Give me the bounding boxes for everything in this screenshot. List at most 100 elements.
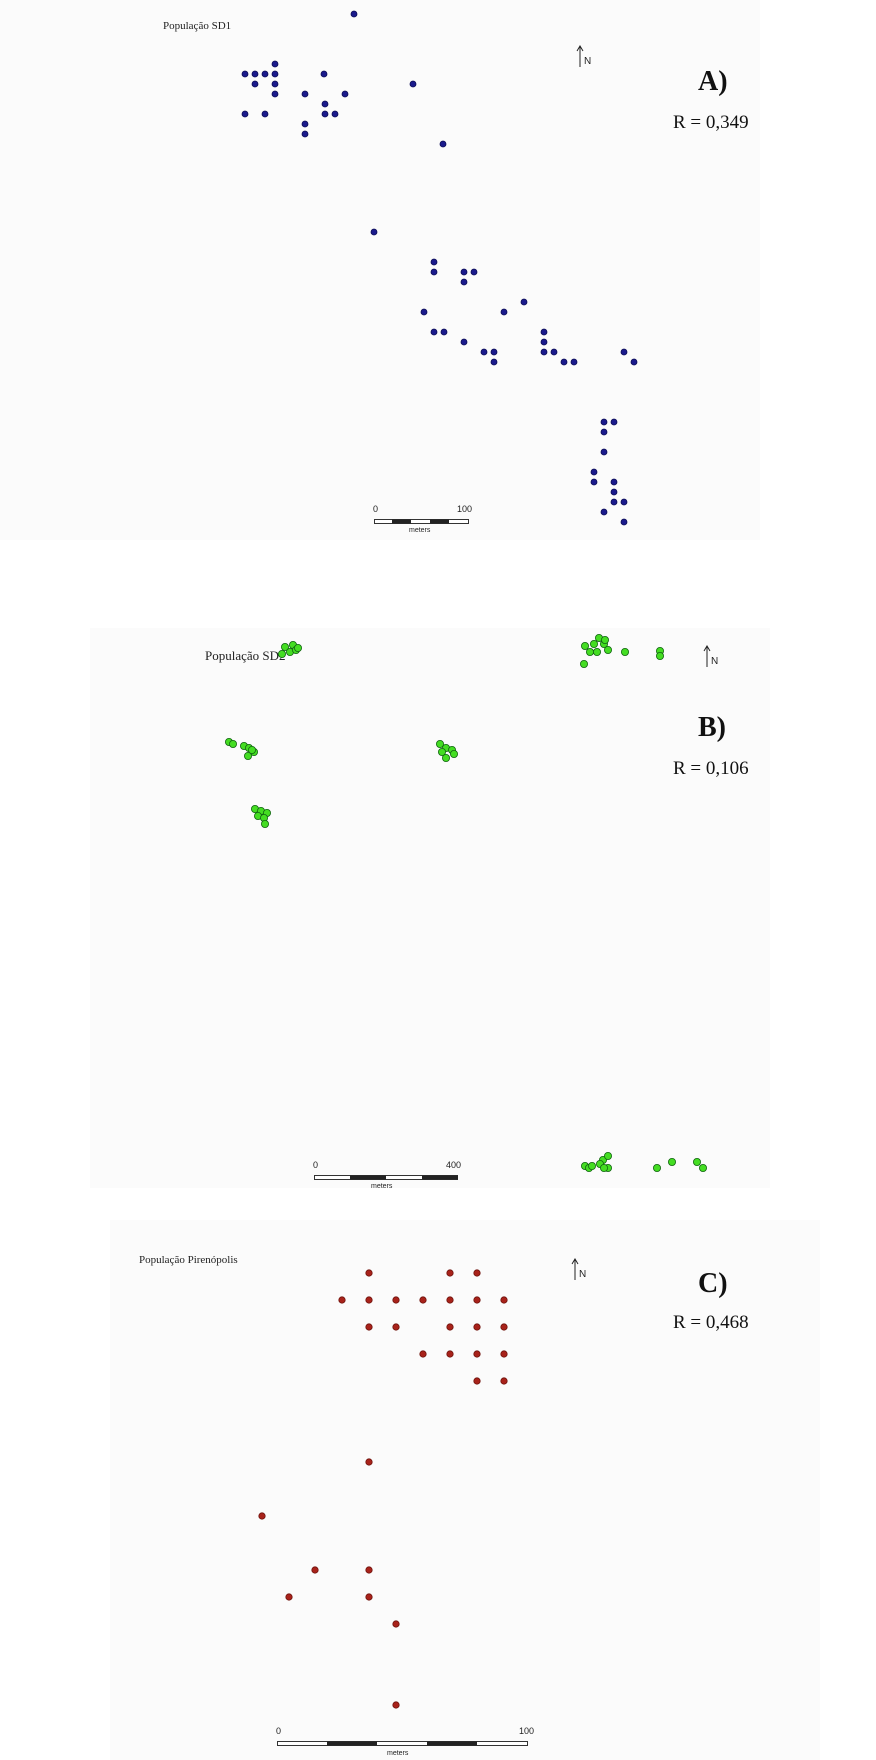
map-point — [320, 70, 328, 78]
scale-bar-graphic — [277, 1741, 528, 1746]
panel-b-north-arrow: N — [703, 645, 723, 673]
map-point — [247, 745, 256, 754]
map-point — [570, 358, 578, 366]
map-point — [228, 739, 237, 748]
panel-c-letter: C) — [698, 1268, 728, 1299]
map-point — [500, 1377, 508, 1385]
panel-a-background — [0, 0, 760, 540]
panel-c-north-label: N — [579, 1269, 587, 1280]
panel-c: População Pirenópolis N C) R = 0,468 0 1… — [0, 1220, 876, 1760]
map-point — [500, 1350, 508, 1358]
map-point — [392, 1296, 400, 1304]
map-point — [301, 90, 309, 98]
map-point — [480, 348, 488, 356]
map-point — [251, 80, 259, 88]
map-point — [656, 652, 665, 661]
map-point — [590, 478, 598, 486]
map-point — [620, 498, 628, 506]
panel-a-r-value: R = 0,349 — [673, 112, 749, 133]
map-point — [260, 819, 269, 828]
map-point — [473, 1323, 481, 1331]
panel-c-background — [110, 1220, 820, 1760]
map-point — [261, 70, 269, 78]
map-point — [500, 1323, 508, 1331]
scale-bar-graphic — [374, 519, 469, 524]
map-point — [321, 100, 329, 108]
map-point — [331, 110, 339, 118]
panel-a-scale-bar: 0 100 meters — [372, 502, 472, 538]
map-point — [600, 418, 608, 426]
map-point — [620, 348, 628, 356]
map-point — [600, 1164, 609, 1173]
panel-a-north-arrow: N — [576, 45, 596, 73]
map-point — [350, 10, 358, 18]
panel-b: População SD2 N B) R = 0,106 0 400 meter… — [0, 600, 876, 1200]
map-point — [439, 140, 447, 148]
map-point — [600, 428, 608, 436]
map-point — [365, 1458, 373, 1466]
map-point — [258, 1512, 266, 1520]
map-point — [580, 660, 589, 669]
map-point — [540, 338, 548, 346]
map-point — [449, 749, 458, 758]
map-point — [311, 1566, 319, 1574]
map-point — [604, 646, 613, 655]
map-point — [419, 1296, 427, 1304]
panel-a-scale-min: 0 — [373, 504, 379, 514]
map-point — [473, 1350, 481, 1358]
map-point — [540, 328, 548, 336]
map-point — [500, 1296, 508, 1304]
map-point — [446, 1296, 454, 1304]
panel-b-letter: B) — [698, 712, 726, 743]
map-point — [243, 751, 252, 760]
map-point — [419, 1350, 427, 1358]
map-point — [271, 70, 279, 78]
panel-b-r-value: R = 0,106 — [673, 758, 749, 779]
map-point — [590, 640, 599, 649]
map-point — [271, 90, 279, 98]
map-point — [440, 328, 448, 336]
panel-b-points-layer — [224, 634, 708, 1173]
map-point — [460, 278, 468, 286]
panel-c-r-value: R = 0,468 — [673, 1312, 749, 1333]
map-point — [301, 130, 309, 138]
map-point — [392, 1323, 400, 1331]
map-point — [365, 1593, 373, 1601]
north-arrow-icon — [703, 645, 711, 667]
panel-a: População SD1 N A) R = 0,349 0 100 meter… — [0, 0, 876, 540]
map-point — [435, 739, 444, 748]
map-point — [365, 1566, 373, 1574]
map-point — [600, 448, 608, 456]
map-point — [604, 1152, 613, 1161]
map-point — [271, 80, 279, 88]
panel-a-scale-unit: meters — [409, 527, 431, 534]
panel-b-scale-min: 0 — [313, 1160, 319, 1170]
map-point — [271, 60, 279, 68]
map-point — [420, 308, 428, 316]
map-point — [668, 1158, 677, 1167]
map-point — [293, 644, 302, 653]
map-point — [446, 1323, 454, 1331]
map-point — [341, 90, 349, 98]
panel-b-scale-unit: meters — [371, 1183, 393, 1190]
panel-c-north-arrow: N — [571, 1258, 591, 1286]
map-point — [610, 478, 618, 486]
map-point — [251, 70, 259, 78]
map-point — [653, 1164, 662, 1173]
map-point — [490, 348, 498, 356]
map-point — [473, 1296, 481, 1304]
map-point — [630, 358, 638, 366]
map-point — [610, 498, 618, 506]
scale-bar-graphic — [314, 1175, 458, 1180]
map-point — [338, 1296, 346, 1304]
panel-b-north-label: N — [711, 656, 719, 667]
map-point — [409, 80, 417, 88]
map-point — [365, 1296, 373, 1304]
panel-c-scale-bar: 0 100 meters — [275, 1726, 545, 1760]
map-point — [277, 650, 286, 659]
north-arrow-icon — [571, 1258, 579, 1280]
map-point — [280, 643, 289, 652]
map-point — [601, 636, 610, 645]
map-point — [581, 642, 590, 651]
map-point — [392, 1701, 400, 1709]
